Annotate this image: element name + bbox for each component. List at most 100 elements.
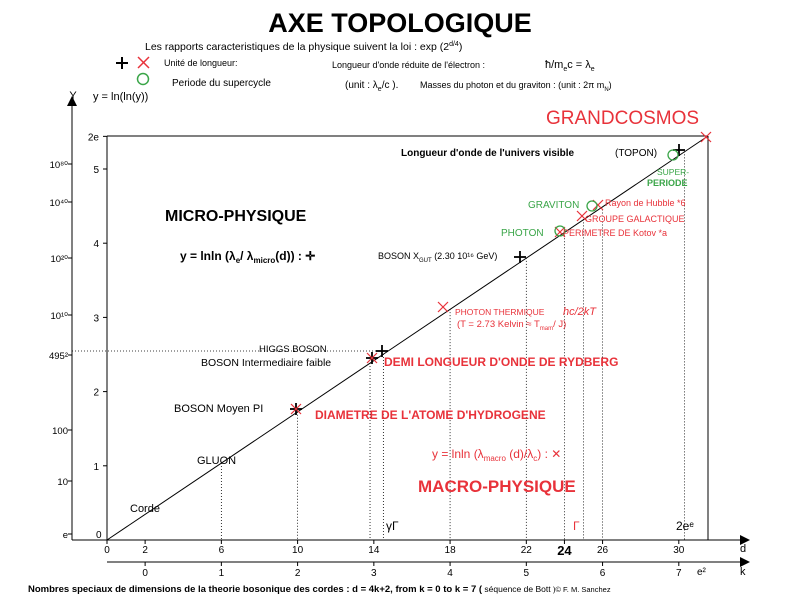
photon-thermique-sub: mam	[540, 326, 553, 332]
x-k-tick-label: 6	[600, 568, 606, 579]
macro-formula-sub2: c	[533, 454, 537, 463]
gluon-label: GLUON	[197, 455, 236, 467]
marker-photon-circle-icon	[554, 225, 566, 237]
marker-higgs-plus-icon	[376, 345, 388, 357]
gamma-label: γΓ	[386, 519, 399, 533]
micro-formula-sub1: e	[236, 256, 241, 265]
micro-formula: y = lnln (λe/ λmicro(d)) : ✛	[180, 249, 315, 265]
legend-unit2-sub: e	[378, 86, 382, 93]
legend-formula-b: c = λ	[567, 59, 591, 71]
y-left-label: 10²⁰	[50, 254, 68, 265]
legend-formula: ħ/mec = λe	[545, 59, 595, 73]
marker-hydrogen-cross-icon	[290, 403, 302, 415]
hydrogen-label: DIAMETRE DE L'ATOME D'HYDROGENE	[315, 408, 546, 422]
super-label: SUPER-	[657, 167, 689, 177]
y-tick-label: 4	[93, 239, 99, 250]
photon-thermique-hc: hc/2kT	[563, 306, 597, 318]
micro-formula-sub2: micro	[253, 256, 275, 265]
two-e-e-label: 2eᵉ	[676, 519, 694, 533]
legend-masses-a: Masses du photon et du graviton : (unit …	[420, 80, 604, 90]
legend-masses-sub: N	[604, 87, 608, 93]
footer-main: Nombres speciaux de dimensions de la the…	[28, 584, 483, 595]
micro-formula-b: / λ	[240, 249, 254, 263]
x-k-tick-label: 5	[524, 568, 530, 579]
x-axis-label-d: d	[740, 543, 746, 555]
corde-label: Corde	[130, 503, 160, 515]
marker-graviton-circle-icon	[586, 200, 598, 212]
x-d-tick-label: 0	[104, 545, 110, 556]
universe-label: Longueur d'onde de l'univers visible	[401, 148, 575, 159]
y-left-label: 495²	[49, 351, 68, 362]
macro-formula: y = lnln (λmacro (d)/λc) : ✕	[432, 447, 561, 463]
legend-unit-label: Unité de longueur:	[164, 58, 238, 68]
y-tick-label: 3	[93, 313, 99, 324]
micro-physique-label: MICRO-PHYSIQUE	[165, 208, 307, 225]
legend-circle-icon	[136, 72, 150, 86]
x-d-tick-label: 2	[142, 545, 148, 556]
photon-thermique-line2: (T = 2.73 Kelvin ≈ Tmam/ J)	[457, 319, 566, 332]
perimetre-label: PERIMETRE DE Kotov *a	[563, 228, 667, 238]
higgs-label: HIGGS BOSON	[259, 344, 327, 355]
micro-formula-a: y = lnln (λ	[180, 249, 236, 263]
legend-cross-icon	[137, 56, 150, 69]
macro-formula-b: (d)/λ	[506, 447, 533, 461]
x-k-tick-label: 0	[142, 568, 148, 579]
x-k-tick-label: 7	[676, 568, 682, 579]
topon-label: (TOPON)	[615, 148, 657, 159]
subtitle-end: )	[459, 41, 463, 53]
y-left-label: 10	[57, 477, 68, 488]
macro-formula-sub1: macro	[484, 454, 507, 463]
x-k-tick-label: 4	[447, 568, 453, 579]
marker-grandcosmos-cross-icon	[700, 131, 712, 143]
groupe-label: GROUPE GALACTIQUE	[585, 214, 685, 224]
page-title: AXE TOPOLOGIQUE	[268, 8, 532, 38]
boson-pi-label: BOSON Moyen PI	[174, 403, 263, 415]
markers	[290, 131, 712, 415]
x-k-tick-label: 3	[371, 568, 377, 579]
boson-int-label: BOSON Intermediaire faible	[201, 357, 331, 369]
y-tick-label: 5	[93, 165, 99, 176]
x-ticks: 0 2 6 10 14 18 22 24 26 300 1 2 3 4 5 6 7	[104, 540, 685, 579]
marker-groupe-cross-icon	[576, 210, 588, 222]
y-tick-label: 2e	[88, 132, 100, 143]
x-d-tick-label: 6	[219, 545, 225, 556]
hubble-label: Rayon de Hubble *6	[605, 198, 686, 208]
y-ticks: 1 2 3 4 5 2e e 10 100 495² 10¹⁰ 10²⁰ 10⁴⁰ 10⁸⁰	[49, 132, 107, 541]
legend-plus-icon	[116, 57, 128, 69]
footer-bott: séquence de Bott	[482, 584, 553, 594]
x-d-tick-label: 10	[292, 545, 304, 556]
boson-x-a: BOSON X	[378, 251, 419, 261]
subtitle-exponent: d/4	[449, 41, 459, 48]
x-d-tick-label: 14	[368, 545, 380, 556]
legend-formula-sub: e	[563, 66, 567, 73]
y-left-label: e	[63, 530, 68, 541]
rydberg-label: DEMI LONGUEUR D'ONDE DE RYDBERG	[384, 355, 618, 369]
y-left-label: 10⁴⁰	[50, 198, 69, 209]
photon-label: PHOTON	[501, 228, 544, 239]
micro-formula-c: (d)) : ✛	[275, 249, 315, 263]
macro-formula-a: y = lnln (λ	[432, 447, 484, 461]
x-d-tick-label: 26	[597, 545, 609, 556]
e2-label: e²	[697, 567, 707, 578]
legend-wavelength-label: Longueur d'onde réduite de l'électron :	[332, 60, 485, 70]
topological-diagonal	[106, 135, 709, 541]
macro-formula-c: ) : ✕	[537, 447, 561, 461]
subtitle-text: Les rapports caracteristiques de la phys…	[145, 41, 449, 53]
legend-unit2-b: /c ).	[382, 80, 399, 91]
legend-masses: Masses du photon et du graviton : (unit …	[420, 80, 612, 93]
photon-thermique-line2-a: (T = 2.73 Kelvin ≈ T	[457, 319, 540, 330]
x-d-tick-label: 18	[445, 545, 457, 556]
y-axis-label: Y	[69, 90, 77, 102]
legend-formula-sub2: e	[591, 66, 595, 73]
x-axis-label-k: k	[740, 566, 746, 578]
y-formula-label: y = ln(ln(y))	[93, 91, 148, 103]
footer-text: Nombres speciaux de dimensions de la the…	[28, 584, 611, 595]
boson-x-b: (2.30 10¹⁶ GeV)	[432, 251, 498, 261]
legend-masses-end: )	[609, 80, 612, 90]
x-d-tick-label: 22	[521, 545, 533, 556]
boson-x-sub: GUT	[419, 258, 432, 264]
photon-thermique-label: PHOTON THERMIQUE	[455, 307, 545, 317]
guide-lines	[72, 151, 685, 540]
periode-label: PERIODE	[647, 178, 688, 188]
subtitle: Les rapports caracteristiques de la phys…	[145, 41, 462, 53]
